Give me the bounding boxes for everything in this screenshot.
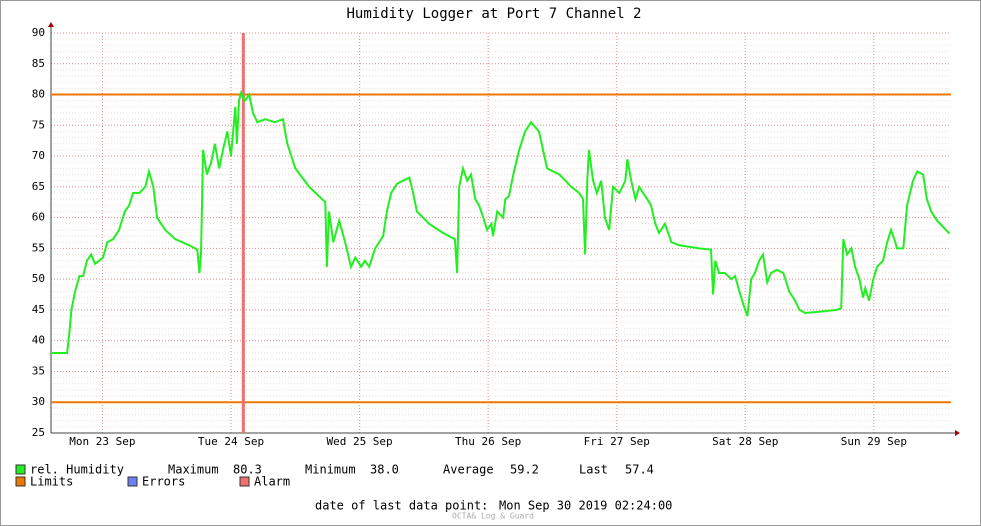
- stat-label: Minimum: [305, 463, 356, 477]
- y-tick-label: 85: [32, 57, 45, 70]
- y-tick-label: 35: [32, 364, 45, 377]
- stat-label: Average: [443, 463, 494, 477]
- x-tick-label: Sat 28 Sep: [712, 435, 778, 448]
- legend-label: rel. Humidity: [30, 463, 124, 477]
- y-tick-label: 90: [32, 26, 45, 39]
- watermark: OCTA& Log & Guard: [452, 512, 534, 521]
- x-tick-label: Wed 25 Sep: [326, 435, 392, 448]
- legend-swatch: [127, 476, 138, 487]
- x-tick-label: Mon 23 Sep: [69, 435, 135, 448]
- y-tick-label: 75: [32, 118, 45, 131]
- legend-label: Errors: [142, 475, 185, 489]
- legend-swatch: [15, 464, 26, 475]
- x-tick-label: Thu 26 Sep: [455, 435, 521, 448]
- y-tick-label: 45: [32, 303, 45, 316]
- legend-swatch: [15, 476, 26, 487]
- y-tick-label: 40: [32, 334, 45, 347]
- data-line: [51, 89, 951, 354]
- stat-value: 57.4: [625, 463, 654, 477]
- stat-value: 59.2: [510, 463, 539, 477]
- legend-label: Alarm: [254, 475, 290, 489]
- chart-title: Humidity Logger at Port 7 Channel 2: [346, 6, 641, 22]
- y-tick-label: 60: [32, 211, 45, 224]
- y-tick-label: 65: [32, 180, 45, 193]
- y-tick-label: 50: [32, 272, 45, 285]
- legend-swatch: [239, 476, 250, 487]
- x-tick-label: Fri 27 Sep: [584, 435, 650, 448]
- y-tick-label: 30: [32, 395, 45, 408]
- y-tick-label: 25: [32, 426, 45, 439]
- footer-label: date of last data point:: [315, 499, 488, 513]
- footer-value: Mon Sep 30 2019 02:24:00: [499, 499, 672, 513]
- x-tick-label: Sun 29 Sep: [841, 435, 907, 448]
- stat-value: 38.0: [370, 463, 399, 477]
- y-tick-label: 70: [32, 149, 45, 162]
- stat-label: Maximum: [168, 463, 219, 477]
- axis-arrow: [955, 430, 960, 436]
- x-tick-label: Tue 24 Sep: [198, 435, 264, 448]
- legend-label: Limits: [30, 475, 73, 489]
- stat-value: 80.3: [233, 463, 262, 477]
- y-tick-label: 80: [32, 88, 45, 101]
- y-tick-label: 55: [32, 241, 45, 254]
- axis-arrow: [48, 22, 54, 27]
- stat-label: Last: [579, 463, 608, 477]
